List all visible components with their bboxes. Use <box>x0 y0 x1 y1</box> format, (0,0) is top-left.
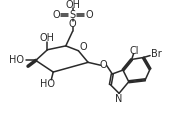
Text: Cl: Cl <box>130 46 139 56</box>
Text: O: O <box>52 10 60 20</box>
Text: O: O <box>85 10 93 20</box>
Text: HO: HO <box>40 79 55 89</box>
Text: O: O <box>100 60 107 70</box>
Text: O: O <box>79 42 87 52</box>
Text: Br: Br <box>151 49 161 59</box>
Text: OH: OH <box>40 33 55 43</box>
Text: O: O <box>69 19 76 29</box>
Text: HO: HO <box>9 55 24 65</box>
Text: OH: OH <box>65 0 80 10</box>
Text: S: S <box>70 10 76 20</box>
Text: N: N <box>115 94 123 104</box>
